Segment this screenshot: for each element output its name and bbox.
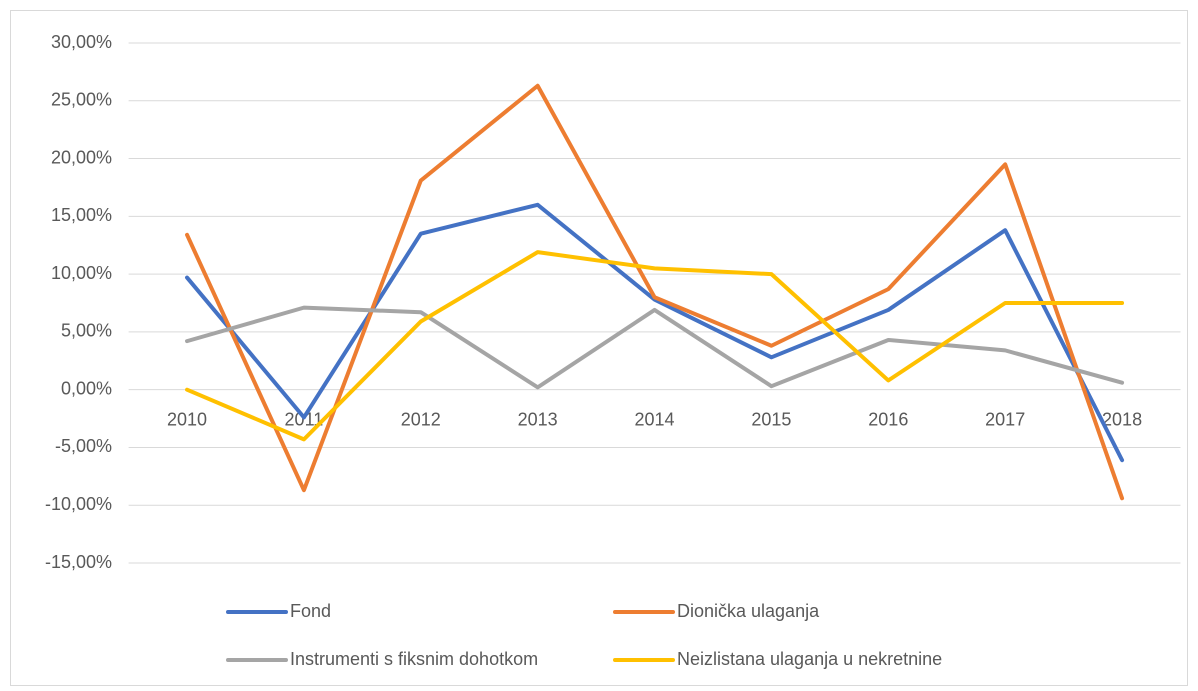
x-tick-label: 2010 (167, 409, 207, 429)
y-tick-label: 20,00% (51, 147, 112, 167)
x-tick-label: 2017 (985, 409, 1025, 429)
legend-label: Instrumenti s fiksnim dohotkom (290, 649, 538, 669)
y-tick-label: -10,00% (45, 494, 112, 514)
legend-label: Fond (290, 601, 331, 621)
x-tick-label: 2013 (518, 409, 558, 429)
series-line (185, 305, 1125, 390)
y-tick-label: 15,00% (51, 205, 112, 225)
legend-label: Dionička ulaganja (677, 601, 820, 621)
legend-label: Neizlistana ulaganja u nekretnine (677, 649, 942, 669)
x-tick-label: 2012 (401, 409, 441, 429)
y-tick-label: 25,00% (51, 90, 112, 110)
y-tick-label: 30,00% (51, 32, 112, 52)
y-tick-label: -5,00% (55, 436, 112, 456)
y-tick-label: 5,00% (61, 321, 112, 341)
y-tick-label: 10,00% (51, 263, 112, 283)
y-tick-label: 0,00% (61, 378, 112, 398)
series-line (185, 202, 1125, 463)
x-tick-label: 2016 (868, 409, 908, 429)
y-tick-label: -15,00% (45, 552, 112, 572)
x-tick-label: 2018 (1102, 409, 1142, 429)
series-line (185, 250, 1125, 442)
x-tick-label: 2011 (285, 409, 324, 429)
x-tick-label: 2014 (635, 409, 675, 429)
series-line (185, 83, 1125, 501)
x-tick-label: 2015 (751, 409, 791, 429)
